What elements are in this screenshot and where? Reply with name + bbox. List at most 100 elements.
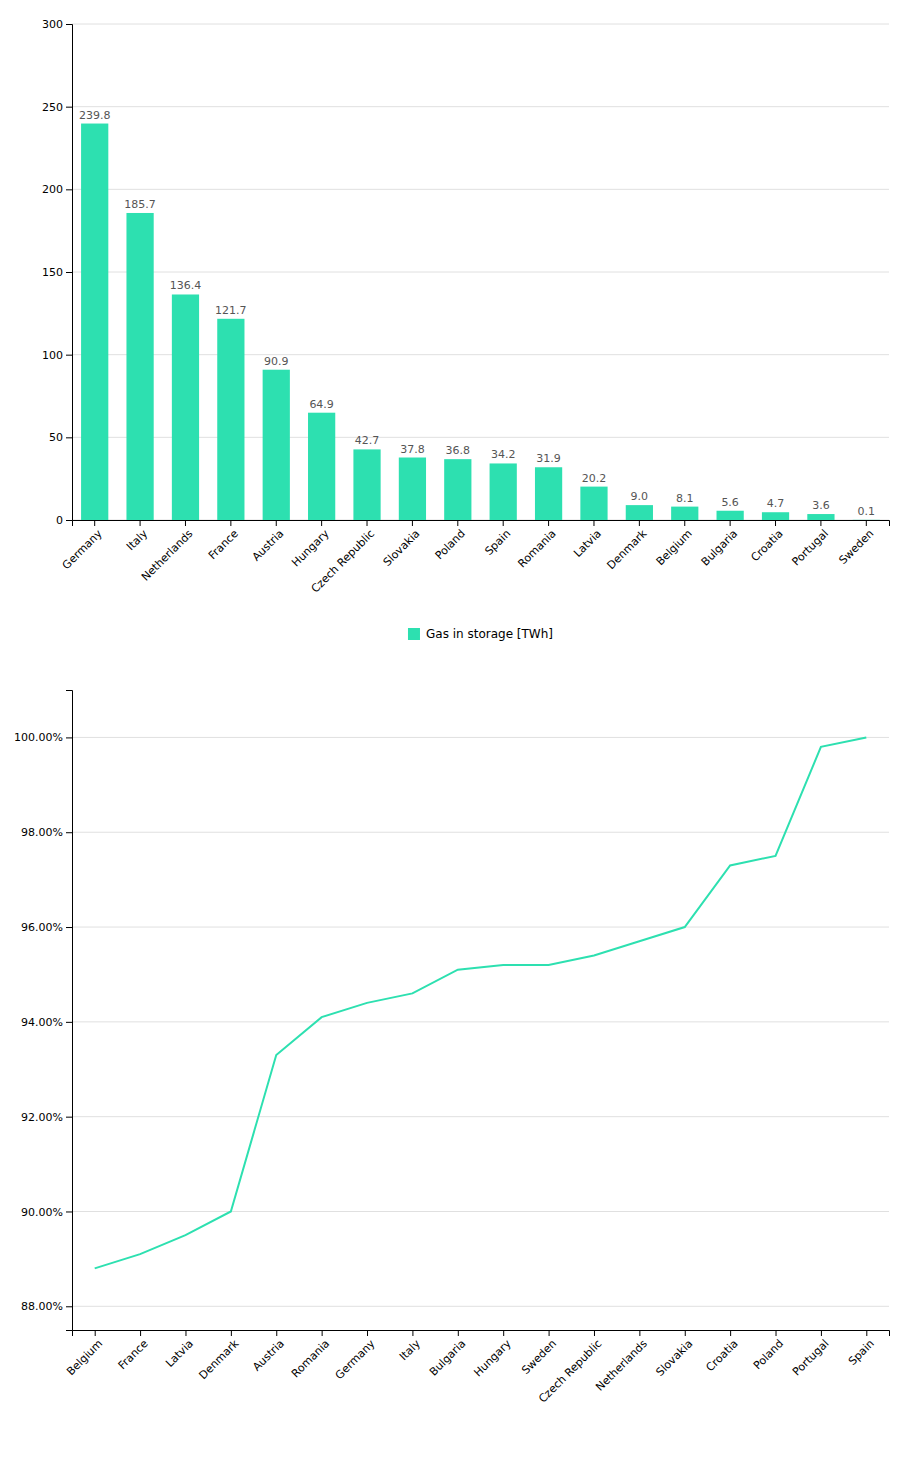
y-tick: 96.00% [21, 921, 72, 934]
grid [72, 24, 889, 520]
x-tick: Italy [397, 1330, 423, 1363]
tick-mark [66, 737, 72, 738]
x-tick: Czech Republic [536, 1330, 604, 1405]
tick-label: Germany [60, 527, 105, 572]
data-label: 0.1 [858, 505, 876, 518]
y-axis: 050100150200250300 [42, 18, 73, 527]
tick-mark [140, 1330, 141, 1336]
tick-label: 250 [42, 101, 63, 114]
tick-mark [412, 1330, 413, 1336]
legend-swatch [408, 628, 420, 640]
tick-mark [66, 355, 72, 356]
data-label: 20.2 [582, 472, 607, 485]
tick-label: Bulgaria [699, 527, 740, 568]
tick-mark [457, 520, 458, 526]
grid-line [72, 272, 889, 273]
data-label: 185.7 [124, 198, 156, 211]
tick-mark [185, 1330, 186, 1336]
bar [490, 463, 517, 520]
tick-mark [412, 520, 413, 526]
x-tick: Netherlands [593, 1330, 650, 1394]
tick-label: Austria [250, 527, 287, 564]
tick-label: Spain [482, 527, 513, 558]
bar [580, 487, 607, 520]
chart-line: 88.00%90.00%92.00%94.00%96.00%98.00%100.… [14, 691, 889, 1406]
tick-label: 100.00% [14, 731, 63, 744]
bar [626, 505, 653, 520]
x-tick: Romania [515, 520, 558, 570]
grid-line [72, 106, 889, 107]
bar [853, 519, 880, 520]
tick-mark [775, 520, 776, 526]
data-label: 64.9 [309, 398, 334, 411]
x-tick: Germany [333, 1330, 378, 1382]
x-tick: Austria [250, 520, 287, 564]
tick-mark [276, 520, 277, 526]
x-tick: Croatia [748, 520, 785, 564]
tick-mark [66, 437, 72, 438]
x-tick: Hungary [289, 520, 332, 569]
tick-label: Italy [124, 527, 150, 553]
tick-mark [230, 520, 231, 526]
y-tick: 0 [56, 514, 72, 527]
data-label: 34.2 [491, 448, 516, 461]
data-label: 3.6 [812, 499, 830, 512]
x-tick: Latvia [571, 520, 604, 560]
tick-label: Denmark [196, 1337, 241, 1382]
tick-label: Slovakia [653, 1337, 695, 1379]
bar [717, 511, 744, 520]
tick-mark [367, 520, 368, 526]
y-tick: 88.00% [21, 1300, 72, 1313]
tick-label: 96.00% [21, 921, 63, 934]
tick-label: Latvia [571, 527, 604, 560]
bar [807, 514, 834, 520]
tick-label: Poland [751, 1337, 786, 1372]
legend: Gas in storage [TWh] [408, 627, 553, 641]
tick-mark [185, 520, 186, 526]
tick-label: Portugal [790, 1337, 831, 1378]
tick-label: France [116, 1337, 151, 1372]
tick-label: Poland [433, 527, 468, 562]
x-tick: France [206, 520, 241, 562]
tick-label: Sweden [519, 1337, 559, 1377]
bar [399, 458, 426, 520]
y-tick: 94.00% [21, 1016, 72, 1029]
tick-label: Sweden [836, 527, 876, 567]
y-tick: 50 [49, 431, 72, 444]
tick-label: Denmark [604, 527, 649, 572]
data-label: 31.9 [536, 452, 561, 465]
tick-mark [548, 520, 549, 526]
tick-label: Italy [397, 1337, 423, 1363]
grid-line [72, 737, 889, 738]
y-tick: 100.00% [14, 731, 72, 744]
bar [353, 449, 380, 520]
tick-label: Czech Republic [309, 527, 377, 595]
tick-mark [821, 1330, 822, 1336]
tick-mark [730, 520, 731, 526]
tick-mark [685, 1330, 686, 1336]
tick-mark [66, 24, 72, 25]
tick-mark [776, 1330, 777, 1336]
tick-mark [866, 1330, 867, 1336]
y-tick: 150 [42, 266, 72, 279]
tick-label: Romania [515, 527, 558, 570]
tick-label: Hungary [471, 1337, 514, 1380]
tick-mark [503, 1330, 504, 1336]
tick-label: 0 [56, 514, 63, 527]
tick-label: Hungary [289, 527, 332, 570]
tick-label: Portugal [790, 527, 831, 568]
x-tick: Hungary [471, 1330, 514, 1379]
tick-label: Croatia [748, 527, 785, 564]
x-tick: Slovakia [381, 520, 423, 569]
bar [126, 213, 153, 520]
tick-mark [140, 520, 141, 526]
tick-mark [95, 1330, 96, 1336]
chart-canvas: 239.8185.7136.4121.790.964.942.737.836.8… [0, 0, 919, 1463]
tick-label: 50 [49, 431, 63, 444]
grid [72, 737, 889, 1306]
tick-mark [231, 1330, 232, 1336]
bar [81, 124, 108, 520]
tick-label: Bulgaria [427, 1337, 468, 1378]
tick-mark [639, 520, 640, 526]
tick-mark [66, 1211, 72, 1212]
